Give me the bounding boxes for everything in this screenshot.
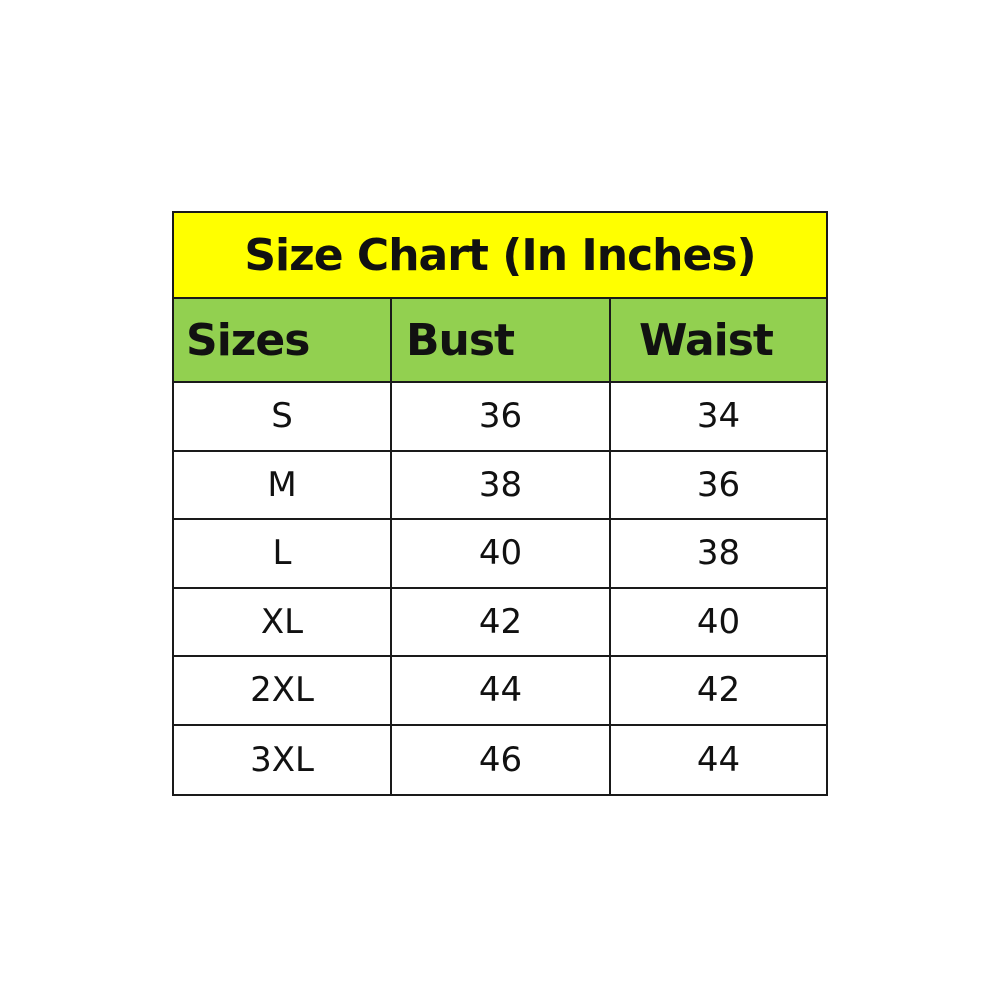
bust-cell: 36 (392, 383, 611, 450)
waist-cell: 38 (696, 533, 741, 574)
header-row: Sizes Bust Waist (174, 299, 826, 383)
table-row: XL 42 40 (174, 588, 826, 657)
header-waist: Waist (639, 314, 774, 366)
waist-cell: 40 (696, 601, 741, 642)
header-bust: Bust (392, 299, 611, 381)
size-chart-table: Size Chart (In Inches) Sizes Bust Waist … (172, 211, 828, 796)
bust-cell: 38 (392, 451, 611, 518)
table-row: S 36 34 (174, 383, 826, 452)
bust-cell: 40 (392, 520, 611, 587)
size-cell: XL (174, 588, 392, 655)
waist-cell: 42 (696, 670, 741, 711)
size-cell: S (174, 383, 392, 450)
table-title: Size Chart (In Inches) (174, 213, 826, 299)
waist-cell: 44 (696, 739, 741, 780)
waist-cell: 36 (696, 464, 741, 505)
header-sizes: Sizes (174, 299, 392, 381)
size-cell: 3XL (174, 725, 392, 794)
size-cell: M (174, 451, 392, 518)
bust-cell: 44 (392, 657, 611, 724)
table-row: 3XL 46 44 (174, 725, 826, 794)
table-row: 2XL 44 42 (174, 657, 826, 726)
size-cell: 2XL (174, 657, 392, 724)
waist-cell: 34 (696, 396, 741, 437)
table-row: M 38 36 (174, 451, 826, 520)
bust-cell: 46 (392, 725, 611, 794)
size-cell: L (174, 520, 392, 587)
table-row: L 40 38 (174, 520, 826, 589)
bust-cell: 42 (392, 588, 611, 655)
